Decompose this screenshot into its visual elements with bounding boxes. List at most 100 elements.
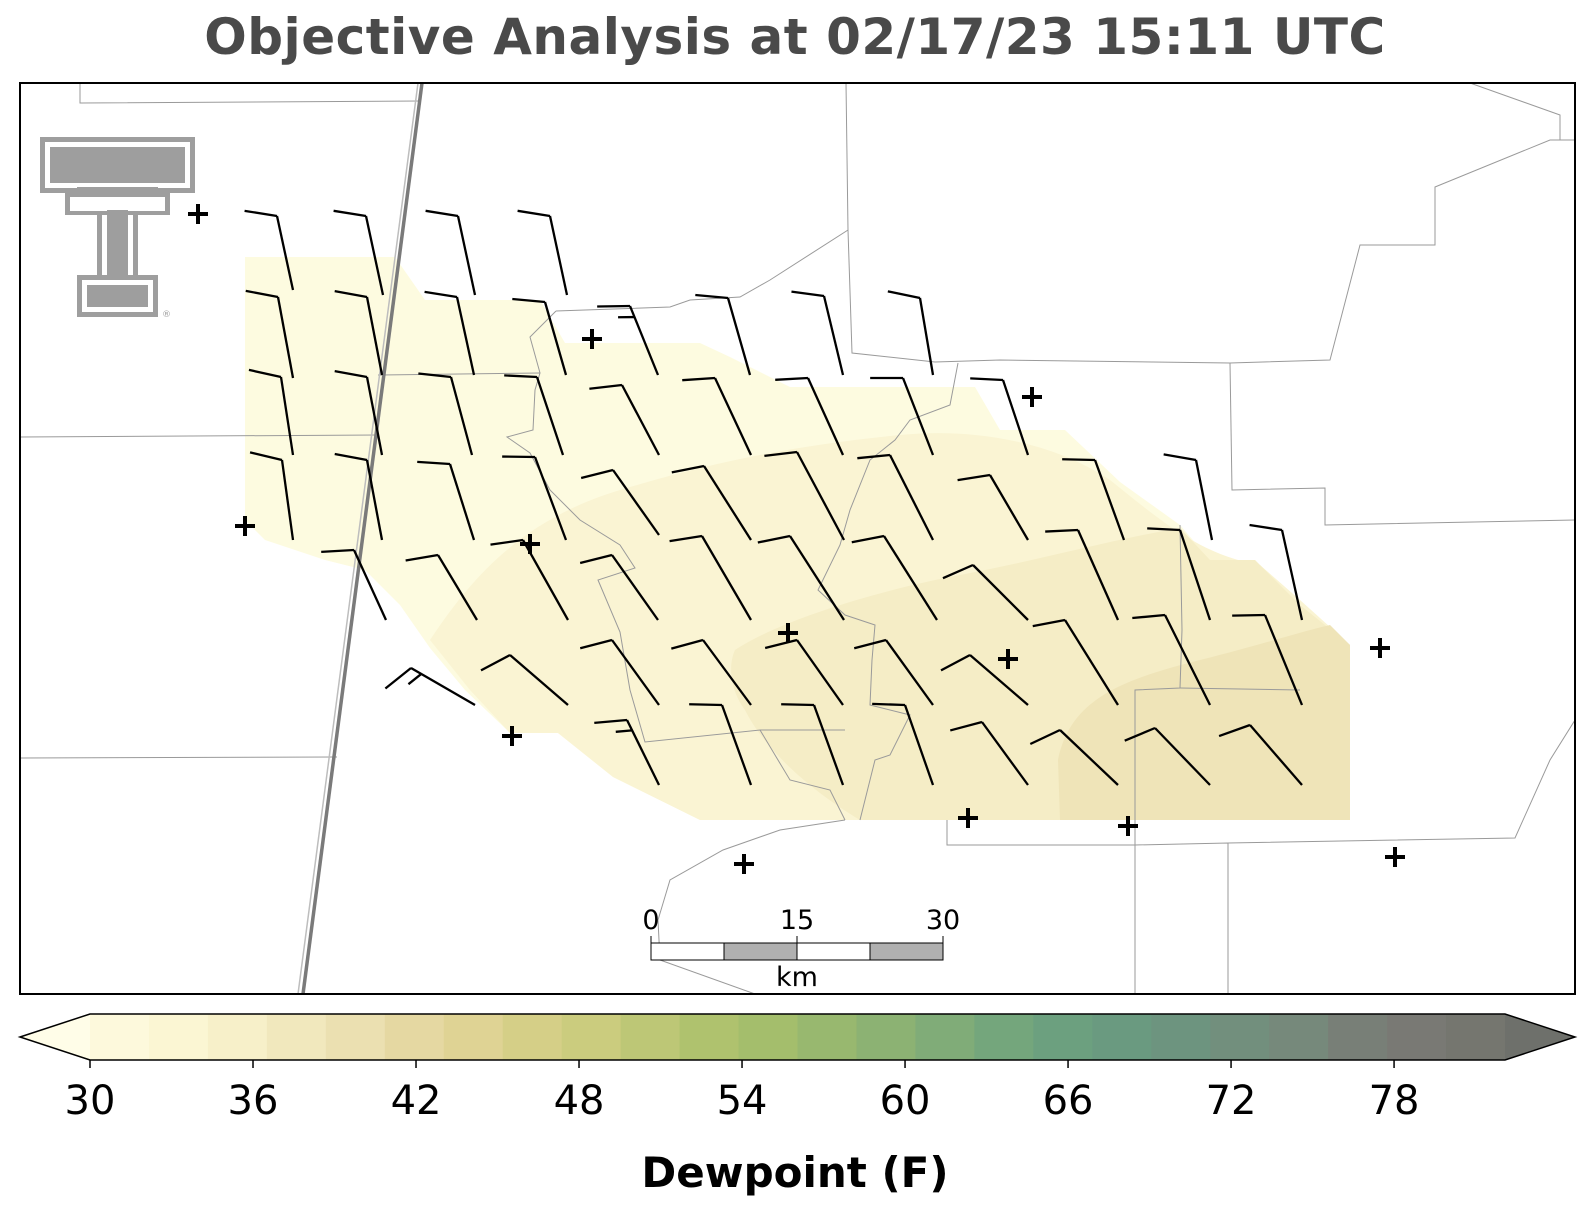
wind-barb: [504, 374, 565, 456]
station-marker: [734, 854, 754, 874]
colorbar-cell: [738, 1014, 799, 1060]
wind-barb: [682, 376, 753, 456]
colorbar-cell: [90, 1014, 150, 1060]
colorbar-tick-label: 78: [1368, 1078, 1420, 1124]
station-marker: [1118, 816, 1138, 836]
colorbar-tick-label: 54: [716, 1078, 768, 1124]
wind-barb: [425, 209, 477, 296]
colorbar-cell: [325, 1014, 386, 1060]
colorbar-cell: [1387, 1014, 1447, 1060]
colorbar-cell: [797, 1014, 858, 1060]
station-marker: [1385, 847, 1405, 867]
wind-barb: [857, 453, 935, 541]
colorbar-cell: [1328, 1014, 1388, 1060]
colorbar-cell: [502, 1014, 563, 1060]
wind-barb: [245, 289, 295, 379]
wind-barb: [671, 638, 752, 706]
station-marker: [1022, 387, 1042, 407]
colorbar-cell: [620, 1014, 681, 1060]
colorbar-cell: [974, 1014, 1034, 1060]
wind-barb: [791, 290, 845, 376]
station-markers: [188, 204, 1405, 874]
colorbar-label: Dewpoint (F): [641, 1148, 949, 1197]
wind-barb: [589, 383, 661, 456]
colorbar-tick-label: 30: [64, 1078, 116, 1124]
wind-barb: [597, 304, 660, 376]
colorbar-cell: [679, 1014, 740, 1060]
wind-barb: [384, 667, 476, 706]
station-marker: [998, 649, 1018, 669]
colorbar-cell: [148, 1014, 209, 1060]
wind-barb: [949, 720, 1029, 786]
colorbar-cell: [1269, 1014, 1329, 1060]
wind-barb: [418, 372, 474, 456]
scale-bar: [650, 936, 944, 961]
colorbar-tick-label: 42: [390, 1078, 442, 1124]
wind-barb: [334, 452, 384, 541]
colorbar-tick-label: 36: [227, 1078, 279, 1124]
station-marker: [778, 623, 798, 643]
wind-barb: [781, 703, 845, 786]
wind-barb: [334, 289, 384, 376]
wind-barb: [1249, 523, 1304, 621]
wind-barb: [942, 563, 1029, 621]
wind-barb: [517, 209, 569, 296]
wind-barb: [957, 473, 1029, 541]
colorbar-tick-label: 48: [553, 1078, 605, 1124]
colorbar-over-arrow: [1505, 1014, 1575, 1060]
wind-barb: [249, 451, 295, 541]
wind-barb: [1124, 726, 1211, 786]
station-marker: [188, 204, 208, 224]
wind-barb: [872, 702, 935, 786]
colorbar-cell: [207, 1014, 268, 1060]
wind-barb: [579, 553, 659, 621]
colorbar-cell: [1033, 1014, 1093, 1060]
colorbar-cell: [1151, 1014, 1211, 1060]
colorbar-tick-label: 60: [879, 1078, 931, 1124]
station-marker: [582, 329, 602, 349]
dewpoint-fill-36: [1058, 625, 1350, 820]
wind-barb: [334, 369, 384, 456]
wind-barb: [424, 290, 476, 376]
station-marker: [958, 808, 978, 828]
wind-barb: [1232, 613, 1304, 706]
wind-barb: [1132, 613, 1212, 706]
colorbar-cell: [443, 1014, 504, 1060]
texas-tech-double-t-logo: ®: [40, 137, 195, 320]
wind-barb: [887, 290, 935, 376]
county-boundaries: [20, 83, 1575, 994]
colorbar-tick-label: 66: [1042, 1078, 1094, 1124]
state-boundary-line: [301, 83, 424, 994]
svg-text:®: ®: [162, 310, 171, 320]
wind-barb: [970, 377, 1030, 456]
wind-barb: [244, 209, 295, 291]
colorbar-cell: [266, 1014, 327, 1060]
station-marker: [235, 516, 255, 536]
station-marker: [502, 726, 522, 746]
wind-barb: [502, 455, 568, 541]
wind-barb: [764, 450, 846, 541]
scale-label-30: 30: [925, 905, 961, 936]
colorbar-cell: [856, 1014, 917, 1060]
wind-barb: [669, 534, 752, 621]
wind-barb: [1062, 458, 1126, 541]
wind-barb: [671, 464, 752, 541]
wind-barb: [1163, 453, 1214, 541]
wind-barb: [870, 376, 935, 456]
scale-label-15: 15: [779, 905, 815, 936]
wind-barbs: [244, 209, 1304, 786]
map-frame: [19, 82, 1576, 995]
wind-barb: [1029, 728, 1119, 786]
scale-label-0: 0: [642, 905, 660, 936]
wind-barb: [1218, 723, 1303, 786]
colorbar-cell: [1092, 1014, 1152, 1060]
chart-title: Objective Analysis at 02/17/23 15:11 UTC: [204, 8, 1386, 66]
colorbar-under-arrow: [20, 1014, 90, 1060]
wind-barb: [757, 534, 845, 621]
wind-barb: [248, 368, 295, 456]
colorbar-tick-label: 72: [1205, 1078, 1257, 1124]
wind-barb: [321, 548, 388, 621]
colorbar-cell: [561, 1014, 622, 1060]
wind-barb: [764, 638, 844, 706]
